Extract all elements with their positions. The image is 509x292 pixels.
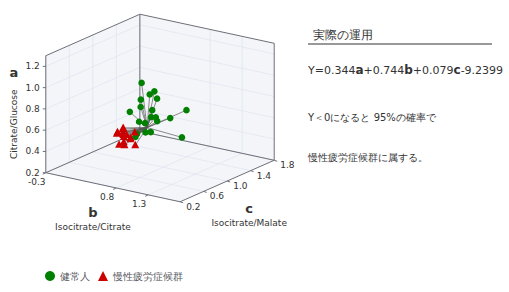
svg-text:慢性疲労症候群に属する。: 慢性疲労症候群に属する。 xyxy=(307,152,428,163)
svg-text:a: a xyxy=(355,63,363,77)
svg-text:Y=0.344: Y=0.344 xyxy=(307,64,355,77)
svg-text:1.0: 1.0 xyxy=(25,83,40,93)
svg-text:0.2: 0.2 xyxy=(186,202,200,212)
svg-text:1.2: 1.2 xyxy=(25,61,39,71)
svg-text:0.8: 0.8 xyxy=(100,192,115,202)
svg-text:0.6: 0.6 xyxy=(25,125,40,135)
svg-text:実際の運用: 実際の運用 xyxy=(313,28,373,42)
svg-text:0.6: 0.6 xyxy=(210,191,225,201)
svg-text:1.0: 1.0 xyxy=(233,181,248,191)
svg-text:c: c xyxy=(245,201,253,216)
svg-text:Isocitrate/Malate: Isocitrate/Malate xyxy=(211,218,287,228)
svg-text:a: a xyxy=(9,65,18,80)
svg-text:Isocitrate/Citrate: Isocitrate/Citrate xyxy=(55,222,131,232)
svg-text:1.4: 1.4 xyxy=(257,171,272,181)
svg-text:+0.744: +0.744 xyxy=(364,64,405,77)
svg-text:1.3: 1.3 xyxy=(132,199,146,209)
svg-text:健常人: 健常人 xyxy=(60,271,90,282)
svg-text:Y＜0になると 95%の確率で: Y＜0になると 95%の確率で xyxy=(307,112,437,123)
svg-text:慢性疲労症候群: 慢性疲労症候群 xyxy=(112,271,183,282)
svg-text:1.8: 1.8 xyxy=(280,160,295,170)
svg-text:b: b xyxy=(404,63,413,77)
svg-text:0.2: 0.2 xyxy=(25,168,39,178)
svg-text:0.4: 0.4 xyxy=(25,146,40,156)
svg-text:c: c xyxy=(454,63,461,77)
svg-text:-0.3: -0.3 xyxy=(28,177,46,187)
svg-text:b: b xyxy=(88,205,97,220)
svg-text:-9.2399: -9.2399 xyxy=(461,64,503,77)
svg-text:Citrate/Glucose: Citrate/Glucose xyxy=(9,89,19,159)
svg-text:0.8: 0.8 xyxy=(25,104,40,114)
svg-text:+0.079: +0.079 xyxy=(413,64,454,77)
